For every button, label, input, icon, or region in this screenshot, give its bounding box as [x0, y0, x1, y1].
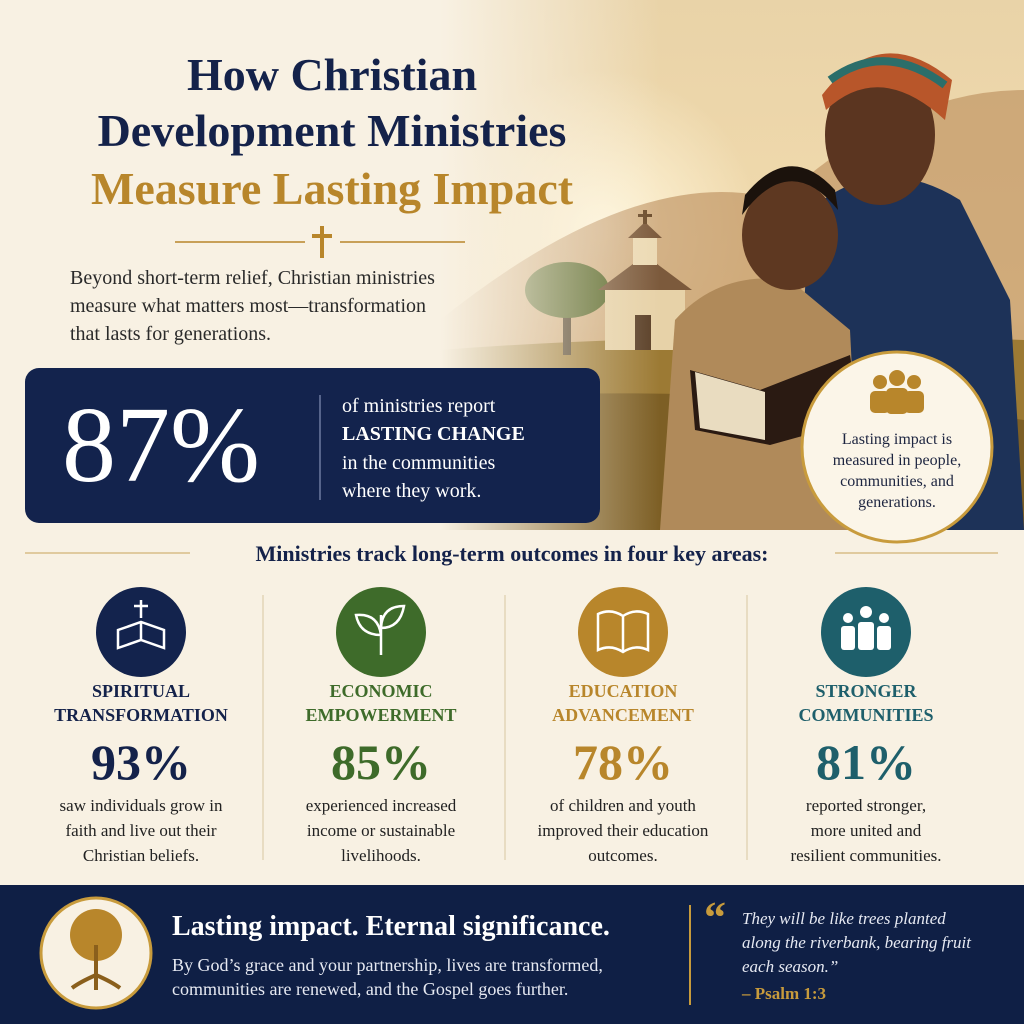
highlight-text: in the communities	[342, 452, 496, 474]
intro: Beyond short-term relief, Christian mini…	[70, 267, 435, 289]
quote: along the riverbank, bearing fruit	[742, 933, 972, 952]
highlight-text: where they work.	[342, 480, 482, 502]
area-label: EDUCATION	[568, 681, 678, 701]
footer-heading: Lasting impact. Eternal significance.	[172, 911, 610, 942]
area-text: more united and	[810, 821, 922, 840]
quote: each season.”	[742, 957, 839, 976]
area-label: ADVANCEMENT	[552, 705, 694, 725]
area-value: 85%	[331, 734, 431, 790]
badge-circle	[800, 350, 994, 544]
citation: – Psalm 1:3	[742, 984, 827, 1003]
badge-text: measured in people,	[832, 452, 962, 469]
areas-heading: Ministries track long-term outcomes in f…	[255, 541, 769, 566]
area-text: resilient communities.	[790, 846, 942, 865]
area-text: saw individuals grow in	[59, 796, 223, 815]
community-icon	[841, 606, 891, 650]
badge-text: generations.	[858, 494, 936, 511]
intro: that lasts for generations.	[70, 323, 272, 345]
area-text: faith and live out their	[65, 821, 217, 840]
intro: measure what matters most—transformation	[70, 295, 427, 317]
column-dividers	[262, 595, 748, 860]
badge-text: communities, and	[840, 473, 954, 490]
area-text: improved their education	[537, 821, 709, 840]
area-text: Christian beliefs.	[82, 846, 200, 865]
area-value: 93%	[91, 734, 191, 790]
footer-body: By God’s grace and your partnership, liv…	[172, 955, 603, 975]
cross-icon	[312, 226, 332, 258]
plant-icon	[354, 604, 406, 655]
quote-mark: “	[704, 893, 726, 942]
area-label: COMMUNITIES	[798, 705, 934, 725]
highlight-text: of ministries report	[342, 395, 496, 417]
people-icon	[870, 370, 924, 414]
area-text: livelihoods.	[341, 846, 421, 865]
area-label: ECONOMIC	[329, 681, 433, 701]
footer-band	[0, 885, 1024, 1024]
area-value: 78%	[573, 734, 673, 790]
area-label: EMPOWERMENT	[305, 705, 457, 725]
highlight-value: 87%	[62, 386, 260, 505]
badge-text: Lasting impact is	[841, 431, 953, 448]
title: How Christian	[186, 49, 478, 100]
title: Measure Lasting Impact	[90, 163, 574, 214]
area-label: SPIRITUAL	[91, 681, 191, 701]
area-label: TRANSFORMATION	[54, 705, 228, 725]
bible-icon	[116, 600, 166, 650]
area-text: income or sustainable	[306, 821, 456, 840]
area-text: reported stronger,	[805, 796, 927, 815]
area-text: outcomes.	[588, 846, 658, 865]
highlight-text: LASTING CHANGE	[342, 423, 525, 445]
area-label: STRONGER	[815, 681, 917, 701]
book-icon	[596, 610, 650, 654]
area-value: 81%	[816, 734, 916, 790]
area-text: of children and youth	[550, 796, 696, 815]
highlight-box	[25, 368, 600, 523]
tree-icon	[70, 909, 122, 990]
title: Development Ministries	[97, 105, 567, 156]
footer-body: communities are renewed, and the Gospel …	[172, 979, 569, 999]
area-text: experienced increased	[305, 796, 457, 815]
quote: They will be like trees planted	[742, 909, 946, 928]
